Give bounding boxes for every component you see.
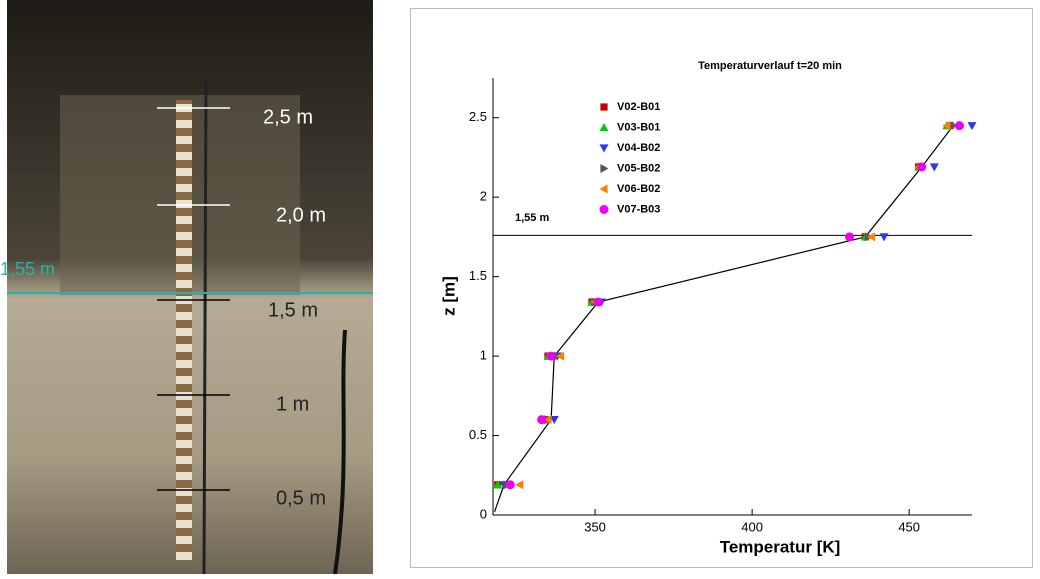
photo: 2,5 m 2,0 m 1,5 m 1 m 0,5 m 1,55 m (0, 0, 373, 575)
x-tick-label: 400 (741, 519, 763, 534)
point (515, 480, 524, 490)
point (845, 232, 855, 242)
point (556, 351, 565, 361)
y-axis-label: z [m] (439, 276, 458, 316)
legend-marker (599, 184, 608, 194)
legend-label: V04-B02 (617, 142, 660, 154)
x-tick-label: 350 (584, 519, 606, 534)
point (917, 162, 927, 172)
legend-marker (599, 123, 609, 132)
legend-label: V06-B02 (617, 183, 660, 195)
point (866, 232, 876, 242)
y-tick-label: 2 (480, 189, 487, 204)
photo-label: 2,0 m (276, 204, 326, 226)
legend-marker (599, 144, 609, 153)
photo-level-label: 1,55 m (0, 259, 55, 279)
point (879, 233, 889, 242)
y-tick-label: 1.5 (469, 268, 487, 283)
photo-label: 0,5 m (276, 487, 326, 509)
point (593, 297, 603, 307)
legend-label: V07-B03 (617, 203, 660, 215)
legend-marker (600, 164, 609, 173)
point (967, 122, 977, 131)
legend-marker (599, 205, 609, 214)
point (942, 121, 951, 131)
chart-title: Temperaturverlauf t=20 min (698, 60, 842, 72)
profile-line (494, 125, 954, 513)
x-tick-label: 450 (898, 519, 920, 534)
photo-label: 1,5 m (268, 299, 318, 321)
legend-label: V02-B01 (617, 101, 660, 113)
legend-marker (600, 103, 608, 111)
point (954, 121, 964, 131)
y-tick-label: 0 (480, 506, 487, 521)
y-tick-label: 1 (480, 348, 487, 363)
x-axis-label: Temperatur [K] (720, 537, 841, 556)
photo-label: 1 m (276, 393, 309, 415)
y-tick-label: 0.5 (469, 427, 487, 442)
reference-label: 1,55 m (515, 212, 549, 224)
point (546, 351, 556, 361)
chart-frame (410, 8, 1033, 568)
point (493, 480, 503, 489)
photo-seam (202, 79, 208, 575)
photo-label: 2,5 m (263, 106, 313, 128)
point (543, 415, 552, 425)
y-tick-label: 2.5 (469, 109, 487, 124)
legend-label: V05-B02 (617, 162, 660, 174)
legend-label: V03-B01 (617, 121, 660, 133)
point (537, 415, 547, 425)
point (929, 163, 939, 172)
photo-cable (333, 329, 347, 575)
point (549, 416, 559, 425)
point (949, 121, 958, 131)
photo-ruler (176, 100, 192, 560)
point (505, 480, 515, 490)
